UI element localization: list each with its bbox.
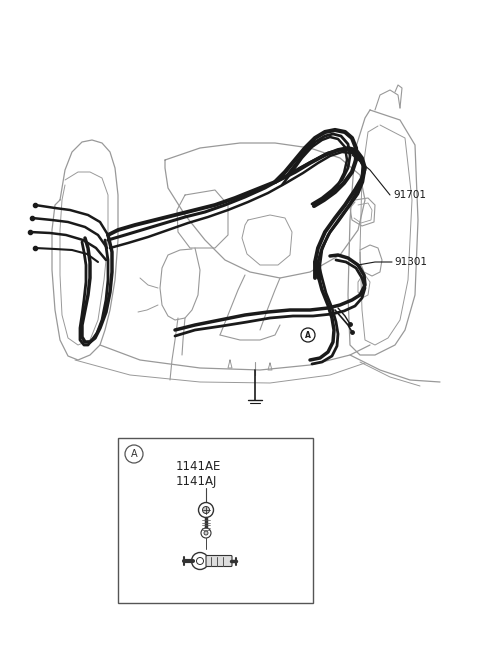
Bar	[118, 438, 313, 603]
Circle shape	[199, 502, 214, 517]
Circle shape	[192, 553, 208, 569]
Text: A: A	[305, 331, 311, 339]
Text: 91301: 91301	[394, 257, 427, 267]
Text: 1141AE: 1141AE	[176, 460, 221, 472]
Circle shape	[201, 528, 211, 538]
Circle shape	[301, 328, 315, 342]
Text: 1141AJ: 1141AJ	[176, 476, 217, 489]
Circle shape	[204, 531, 208, 535]
Circle shape	[196, 557, 204, 565]
Circle shape	[203, 506, 209, 514]
FancyBboxPatch shape	[206, 555, 232, 567]
Text: A: A	[131, 449, 137, 459]
Text: 91701: 91701	[393, 190, 426, 200]
